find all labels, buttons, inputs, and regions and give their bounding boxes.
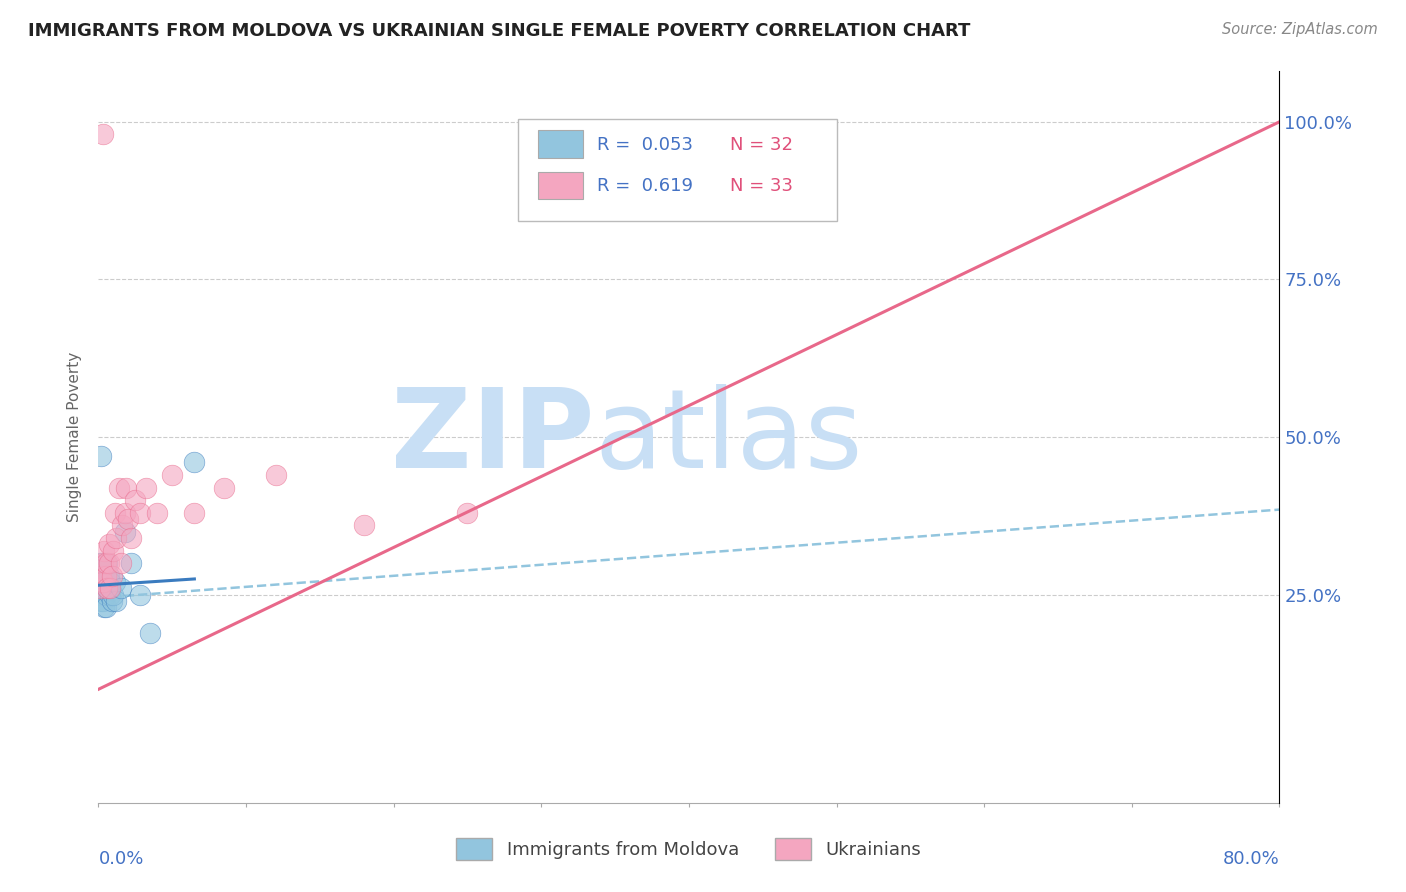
Point: [264, 467, 287, 482]
Point: [212, 481, 235, 495]
Point: [98, 575, 121, 590]
Y-axis label: Single Female Poverty: Single Female Poverty: [67, 352, 83, 522]
Point: [120, 531, 142, 545]
Point: [105, 531, 128, 545]
Point: [114, 524, 136, 539]
Point: [183, 455, 205, 469]
Point: [98, 582, 121, 596]
Point: [135, 481, 157, 495]
Point: [96, 582, 118, 596]
Text: 80.0%: 80.0%: [1223, 850, 1279, 868]
Point: [162, 467, 183, 482]
Point: [120, 556, 142, 570]
Point: [114, 506, 136, 520]
Point: [146, 506, 169, 520]
Bar: [537, 171, 582, 199]
Point: [117, 512, 139, 526]
Text: 0.0%: 0.0%: [98, 850, 143, 868]
Point: [93, 569, 115, 583]
Point: [94, 588, 117, 602]
Point: [91, 594, 114, 608]
Point: [91, 582, 114, 596]
Point: [108, 481, 131, 495]
Point: [96, 556, 118, 570]
Point: [103, 588, 125, 602]
Point: [457, 506, 479, 520]
Point: [128, 588, 150, 602]
Point: [93, 600, 115, 615]
Point: [104, 575, 127, 590]
Point: [91, 556, 114, 570]
Point: [91, 575, 114, 590]
Point: [94, 600, 117, 615]
Point: [103, 543, 125, 558]
Bar: [537, 130, 582, 158]
Point: [90, 588, 112, 602]
Point: [100, 594, 122, 608]
Point: [104, 506, 127, 520]
Point: [110, 582, 132, 596]
Point: [91, 575, 114, 590]
Text: IMMIGRANTS FROM MOLDOVA VS UKRAINIAN SINGLE FEMALE POVERTY CORRELATION CHART: IMMIGRANTS FROM MOLDOVA VS UKRAINIAN SIN…: [28, 22, 970, 40]
Legend: Immigrants from Moldova, Ukrainians: Immigrants from Moldova, Ukrainians: [449, 830, 929, 867]
Point: [90, 569, 112, 583]
Point: [139, 625, 162, 640]
Point: [183, 506, 205, 520]
Point: [128, 506, 150, 520]
Text: N = 33: N = 33: [730, 178, 793, 195]
Point: [97, 556, 120, 570]
Point: [100, 569, 122, 583]
Text: ZIP: ZIP: [391, 384, 595, 491]
Point: [89, 556, 111, 570]
Point: [97, 569, 120, 583]
Point: [91, 562, 114, 576]
Point: [98, 588, 121, 602]
Text: N = 32: N = 32: [730, 136, 793, 153]
Point: [94, 556, 117, 570]
Point: [115, 481, 138, 495]
Text: Source: ZipAtlas.com: Source: ZipAtlas.com: [1222, 22, 1378, 37]
Point: [90, 569, 112, 583]
Text: atlas: atlas: [595, 384, 863, 491]
Text: R =  0.053: R = 0.053: [596, 136, 693, 153]
Point: [91, 128, 114, 142]
Point: [93, 543, 115, 558]
Point: [93, 582, 115, 596]
Point: [97, 537, 120, 551]
Point: [96, 582, 118, 596]
Point: [111, 518, 134, 533]
Point: [124, 493, 146, 508]
Point: [90, 594, 112, 608]
Point: [89, 575, 111, 590]
Point: [97, 582, 120, 596]
Point: [110, 556, 132, 570]
Point: [105, 594, 128, 608]
Point: [94, 575, 117, 590]
Point: [94, 569, 117, 583]
Point: [353, 518, 375, 533]
Point: [90, 449, 112, 463]
Text: R =  0.619: R = 0.619: [596, 178, 693, 195]
FancyBboxPatch shape: [517, 119, 837, 221]
Point: [89, 582, 111, 596]
